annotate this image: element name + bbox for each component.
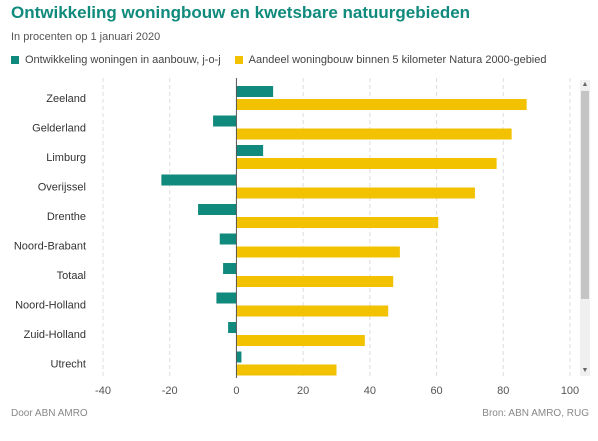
scroll-thumb[interactable] bbox=[581, 91, 589, 299]
footer-author: Door ABN AMRO bbox=[11, 408, 88, 419]
bar-teal bbox=[228, 322, 237, 333]
category-label: Zuid-Holland bbox=[24, 329, 86, 341]
bar-teal bbox=[216, 292, 237, 304]
bar-teal bbox=[223, 263, 237, 274]
bar-teal bbox=[236, 351, 242, 363]
x-tick-label: 80 bbox=[497, 385, 509, 397]
chart-scrollbar[interactable]: ▲ ▼ bbox=[580, 80, 590, 376]
bar-chart: -40 -20 0 20 40 60 80 100 Zeeland Gelderland Limbu… bbox=[14, 78, 579, 397]
bar-teal bbox=[198, 204, 237, 215]
x-tick-label: 60 bbox=[430, 385, 442, 397]
legend-item-yellow: Aandeel woningbouw binnen 5 kilometer Na… bbox=[234, 54, 547, 66]
category-label: Drenthe bbox=[47, 211, 86, 223]
chart-subtitle: In procenten op 1 januari 2020 bbox=[11, 31, 161, 43]
legend-item-teal: Ontwikkeling woningen in aanbouw, j-o-j bbox=[11, 54, 221, 66]
bar-yellow bbox=[236, 128, 512, 140]
chart-title: Ontwikkeling woningbouw en kwetsbare nat… bbox=[11, 3, 471, 22]
bar-yellow bbox=[236, 99, 527, 110]
scroll-down-arrow-icon[interactable]: ▼ bbox=[581, 367, 589, 374]
legend-label-yellow: Aandeel woningbouw binnen 5 kilometer Na… bbox=[248, 54, 547, 66]
x-tick-label: 100 bbox=[561, 385, 579, 397]
x-tick-label: -40 bbox=[95, 385, 111, 397]
bar-yellow bbox=[236, 158, 497, 169]
scroll-up-arrow-icon[interactable]: ▲ bbox=[581, 81, 589, 88]
bar-teal bbox=[236, 86, 274, 97]
legend-label-teal: Ontwikkeling woningen in aanbouw, j-o-j bbox=[25, 54, 221, 66]
bar-yellow bbox=[236, 187, 475, 199]
x-tick-label: 20 bbox=[297, 385, 309, 397]
category-label: Noord-Brabant bbox=[14, 241, 86, 253]
category-label: Gelderland bbox=[32, 123, 86, 135]
bar-teal bbox=[161, 174, 237, 186]
legend-swatch-yellow bbox=[234, 56, 243, 64]
category-label: Limburg bbox=[46, 152, 86, 164]
category-label: Zeeland bbox=[46, 93, 86, 105]
legend-swatch-teal bbox=[11, 56, 19, 64]
category-label: Totaal bbox=[57, 270, 86, 282]
bar-yellow bbox=[236, 246, 400, 258]
bar-yellow bbox=[236, 305, 389, 317]
category-label: Utrecht bbox=[51, 359, 86, 371]
bar-teal bbox=[213, 115, 237, 127]
bar-yellow bbox=[236, 364, 337, 376]
x-tick-label: 40 bbox=[364, 385, 376, 397]
footer-source: Bron: ABN AMRO, RUG bbox=[482, 408, 589, 419]
bar-teal bbox=[219, 233, 237, 245]
bar-yellow bbox=[236, 217, 439, 228]
category-label: Overijssel bbox=[38, 182, 86, 194]
legend: Ontwikkeling woningen in aanbouw, j-o-j … bbox=[11, 54, 561, 66]
x-tick-label: 0 bbox=[233, 385, 239, 397]
x-tick-label: -20 bbox=[162, 385, 178, 397]
bar-yellow bbox=[236, 335, 365, 346]
bar-yellow bbox=[236, 276, 394, 287]
bar-teal bbox=[236, 145, 264, 156]
category-label: Noord-Holland bbox=[15, 300, 86, 312]
